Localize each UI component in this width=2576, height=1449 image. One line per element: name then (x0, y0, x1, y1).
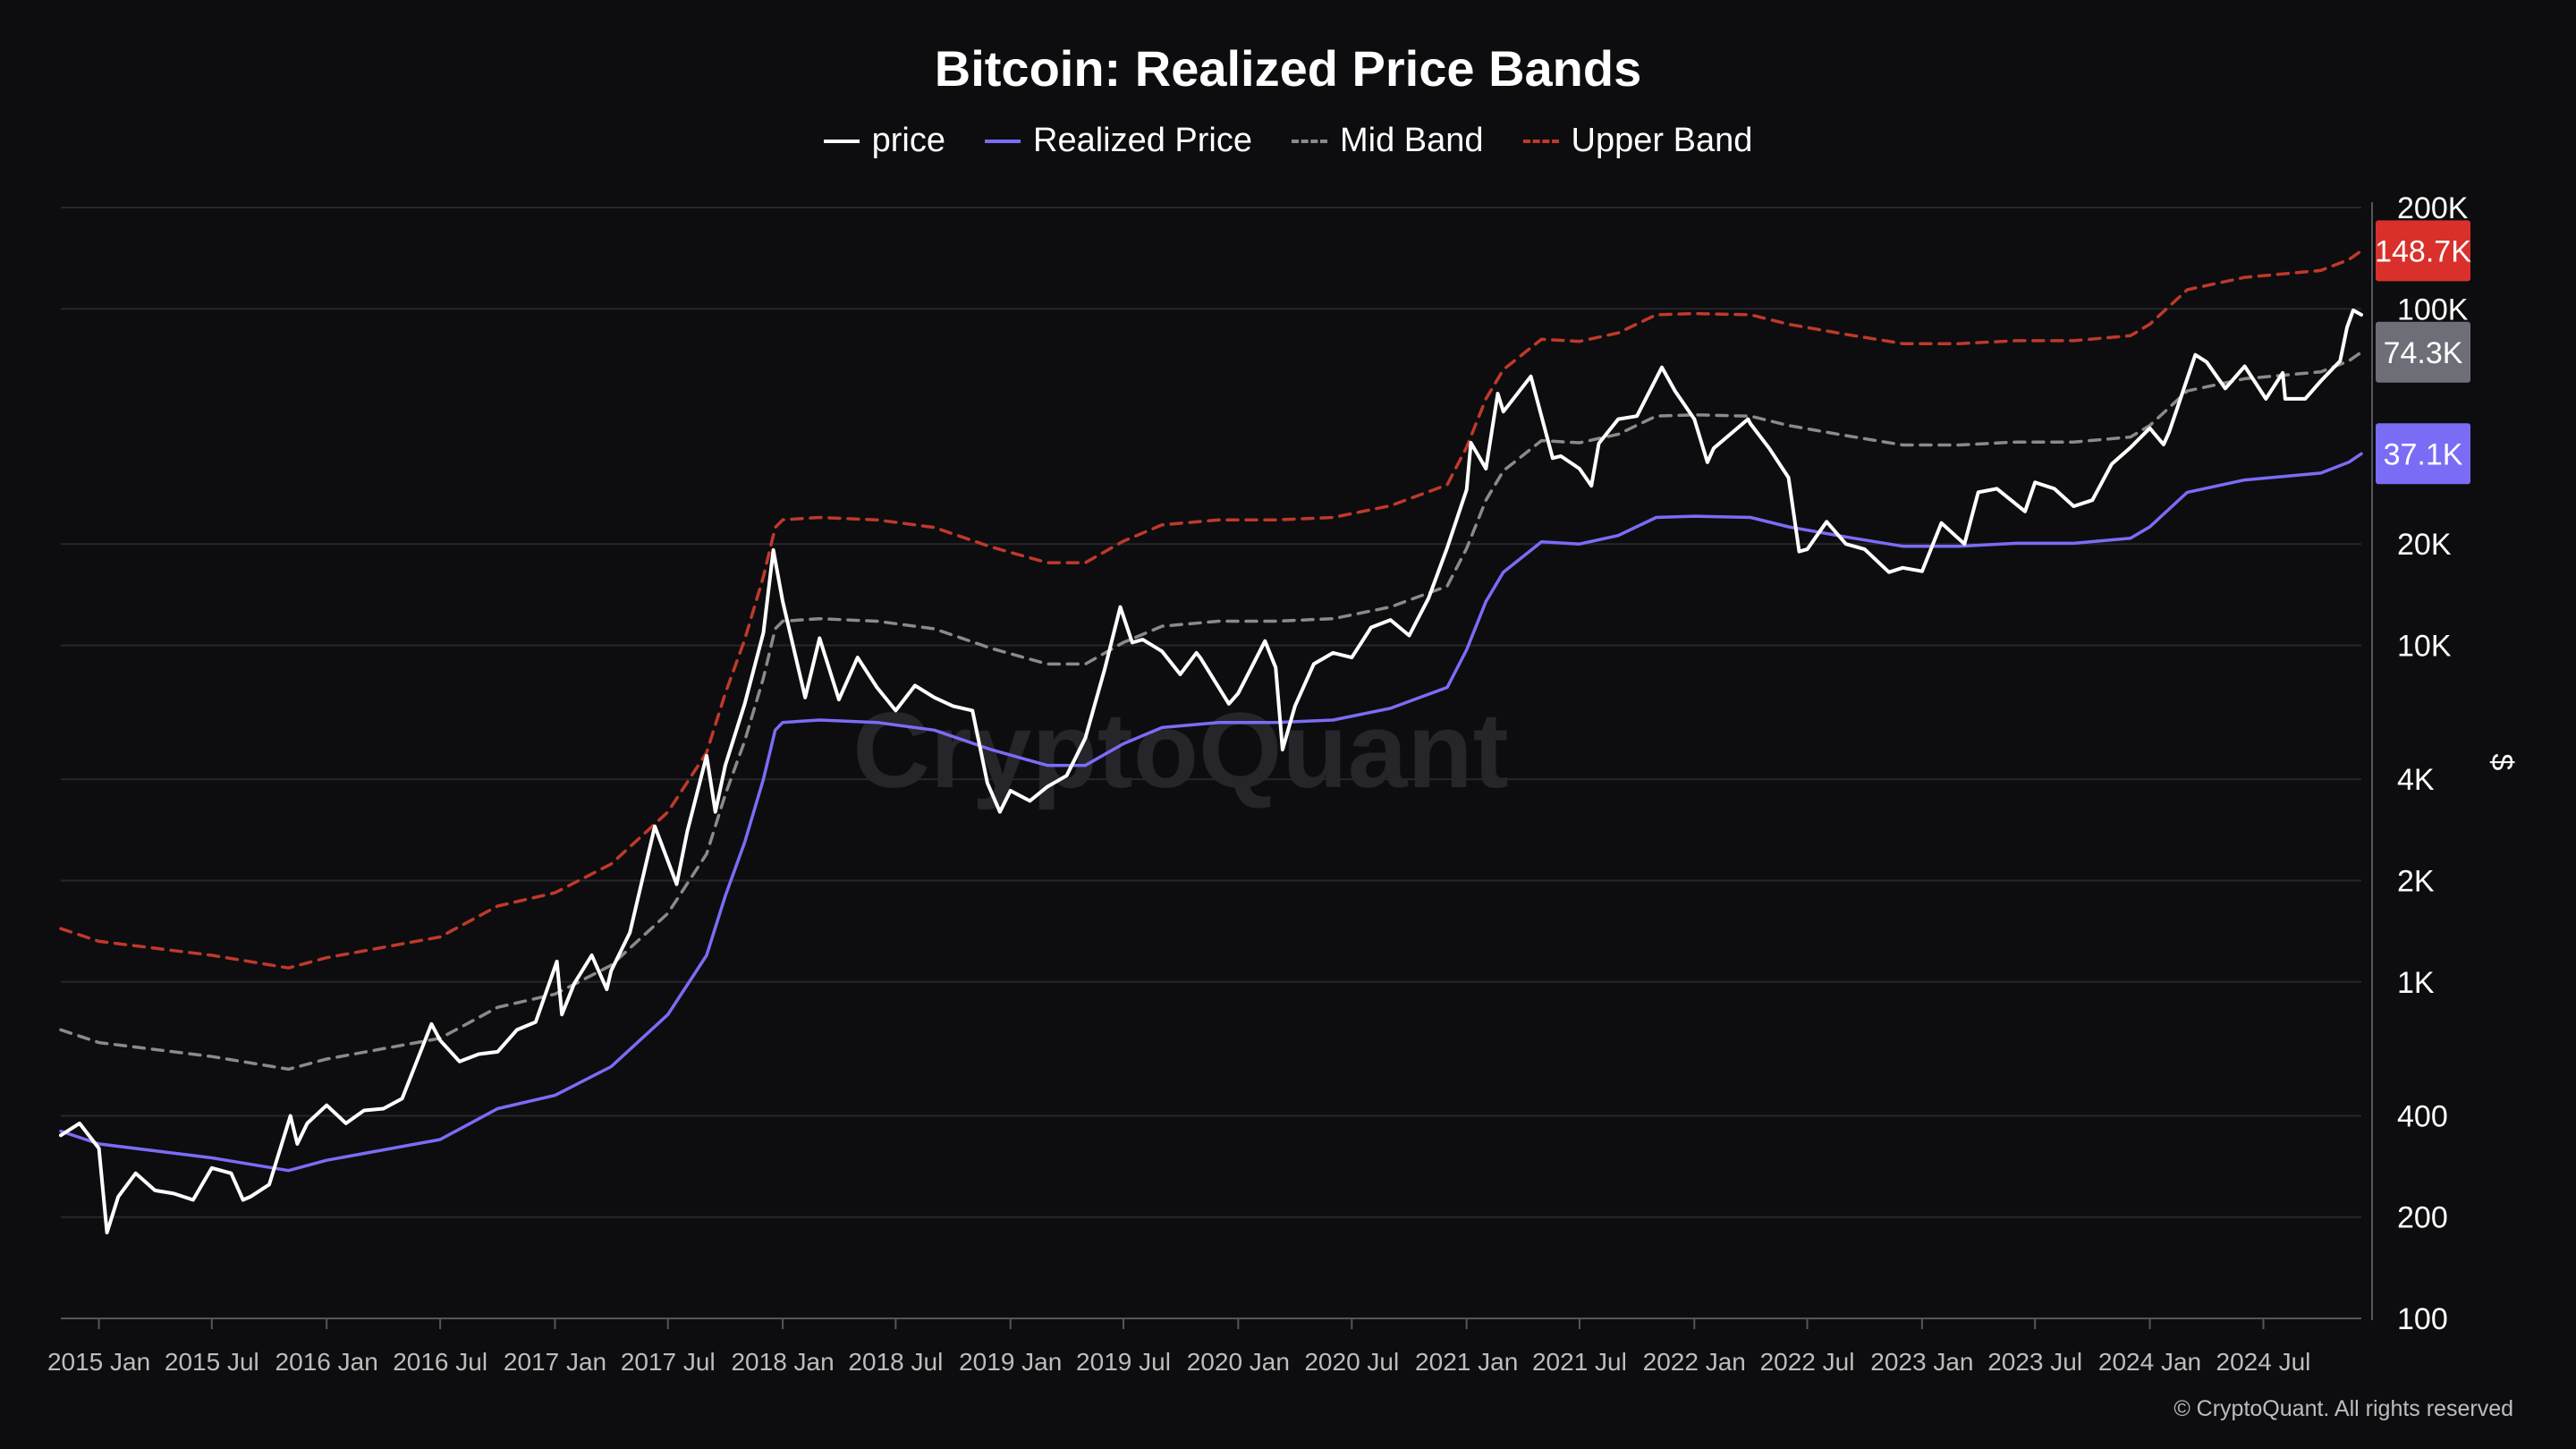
copyright-text: © CryptoQuant. All rights reserved (2174, 1396, 2513, 1421)
y-tick-label: 1K (2397, 966, 2435, 1000)
series-line-upper-band (59, 249, 2363, 970)
badge-label-upper-band: 148.7K (2375, 234, 2471, 268)
series-line-mid-band (59, 351, 2363, 1072)
y-tick-label: 10K (2397, 630, 2452, 664)
x-tick-label: 2024 Jan (2098, 1348, 2201, 1376)
y-tick-label: 200 (2397, 1201, 2448, 1235)
legend-label-price: price (871, 122, 945, 159)
x-tick-label: 2019 Jul (1076, 1348, 1171, 1376)
y-tick-label: 100K (2397, 292, 2469, 326)
badge-label-mid-band: 74.3K (2384, 336, 2463, 370)
y-tick-label: 400 (2397, 1099, 2448, 1133)
legend-swatch-price (823, 139, 860, 143)
legend-swatch-realized-price (985, 139, 1021, 143)
x-tick-label: 2018 Jul (848, 1348, 943, 1376)
series-layer (59, 249, 2363, 1234)
legend-label-upper-band: Upper Band (1571, 122, 1753, 159)
x-tick-label: 2023 Jul (1987, 1348, 2082, 1376)
y-axis-unit-label: $ (2485, 754, 2519, 771)
legend-label-realized-price: Realized Price (1033, 122, 1252, 159)
x-tick-label: 2015 Jan (47, 1348, 150, 1376)
latest-value-badges: 148.7K 74.3K 37.1K (2375, 220, 2471, 485)
x-tick-label: 2024 Jul (2216, 1348, 2311, 1376)
x-tick-label: 2017 Jul (621, 1348, 716, 1376)
x-tick-label: 2022 Jul (1760, 1348, 1855, 1376)
badge-label-realized-price: 37.1K (2384, 437, 2463, 471)
x-tick-label: 2023 Jan (1870, 1348, 1973, 1376)
x-tick-label: 2020 Jul (1304, 1348, 1399, 1376)
legend-swatch-mid-band (1292, 139, 1327, 143)
legend-swatch-upper-band (1522, 139, 1559, 143)
series-line-price (59, 308, 2363, 1234)
x-tick-label: 2019 Jan (959, 1348, 1062, 1376)
y-tick-label: 100 (2397, 1302, 2448, 1336)
x-tick-label: 2016 Jul (393, 1348, 487, 1376)
y-tick-label: 4K (2397, 763, 2435, 797)
legend-item-realized-price[interactable]: Realized Price (985, 122, 1252, 160)
legend-item-upper-band[interactable]: Upper Band (1522, 122, 1753, 160)
x-tick-label: 2015 Jul (165, 1348, 259, 1376)
legend-item-mid-band[interactable]: Mid Band (1292, 122, 1484, 160)
badge-realized-price (2376, 423, 2470, 485)
x-tick-label: 2016 Jan (275, 1348, 378, 1376)
series-line-realized-price (59, 452, 2363, 1173)
legend-label-mid-band: Mid Band (1340, 122, 1484, 159)
axes: 100 200 400 1K 2K 4K 10K 20K 100K 200K 2015 Jan 201… (47, 191, 2469, 1376)
x-tick-label: 2018 Jan (731, 1348, 834, 1376)
legend-item-price[interactable]: price (823, 122, 945, 160)
x-tick-label: 2021 Jul (1532, 1348, 1627, 1376)
chart-legend: price Realized Price Mid Band Upper Band (0, 122, 2576, 160)
x-tick-label: 2021 Jan (1415, 1348, 1518, 1376)
badge-mid-band (2376, 321, 2470, 383)
chart-title: Bitcoin: Realized Price Bands (934, 40, 1642, 97)
x-tick-label: 2017 Jan (504, 1348, 606, 1376)
badge-upper-band (2376, 220, 2470, 282)
y-tick-label: 200K (2397, 191, 2469, 225)
y-tick-label: 20K (2397, 528, 2452, 562)
x-tick-label: 2020 Jan (1187, 1348, 1290, 1376)
watermark-text: CryptoQuant (852, 691, 1508, 810)
y-tick-label: 2K (2397, 864, 2435, 898)
x-tick-label: 2022 Jan (1643, 1348, 1746, 1376)
